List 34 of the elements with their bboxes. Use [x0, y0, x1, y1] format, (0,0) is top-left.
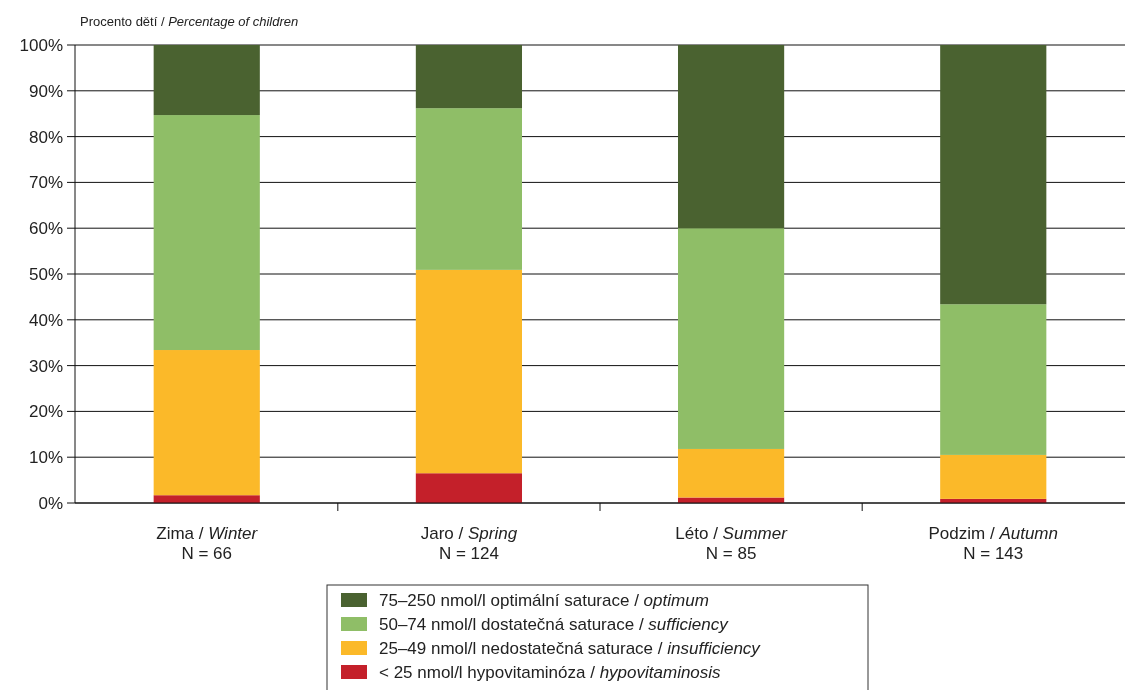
bar [415, 473, 522, 503]
bar [678, 45, 785, 229]
y-tick-label: 90% [28, 81, 63, 101]
bar [153, 45, 260, 116]
bar [415, 108, 522, 270]
y-tick-label: 70% [28, 173, 63, 193]
y-tick-label: 20% [28, 402, 63, 422]
bar [940, 454, 1047, 499]
legend-label: 25–49 nmol/l nedostatečná saturace / insufficiency [379, 638, 762, 658]
bar [415, 45, 522, 109]
bar [153, 495, 260, 503]
bar [940, 304, 1047, 455]
bar [678, 448, 785, 498]
x-tick-label: Zima / Winter N = 66 [156, 524, 259, 563]
x-tick-label: Podzim / Autumn N = 143 [928, 524, 1058, 563]
bar [153, 350, 260, 496]
y-tick-label: 100% [19, 35, 63, 55]
bar [678, 228, 785, 449]
y-tick-label: 40% [28, 310, 63, 330]
bar [415, 269, 522, 474]
y-axis-title: Procento dětí / Percentage of children [80, 14, 299, 29]
y-tick-label: 30% [28, 356, 63, 376]
legend-label: 50–74 nmol/l dostatečná saturace / sufficiency [379, 614, 730, 634]
y-tick-label: 10% [28, 448, 63, 468]
legend-label: < 25 nmol/l hypovitaminóza / hypovitaminosis [379, 662, 722, 682]
y-tick-label: 50% [28, 264, 63, 284]
legend-label: 75–250 nmol/l optimální saturace / optimum [379, 590, 709, 610]
y-tick-label: 60% [28, 219, 63, 239]
y-tick-label: 80% [28, 127, 63, 147]
y-tick-label: 0% [38, 493, 63, 513]
bar [153, 115, 260, 351]
x-tick-label: Léto / Summer N = 85 [675, 524, 789, 563]
x-tick-label: Jaro / Spring N = 124 [420, 524, 518, 563]
bar [940, 45, 1047, 305]
